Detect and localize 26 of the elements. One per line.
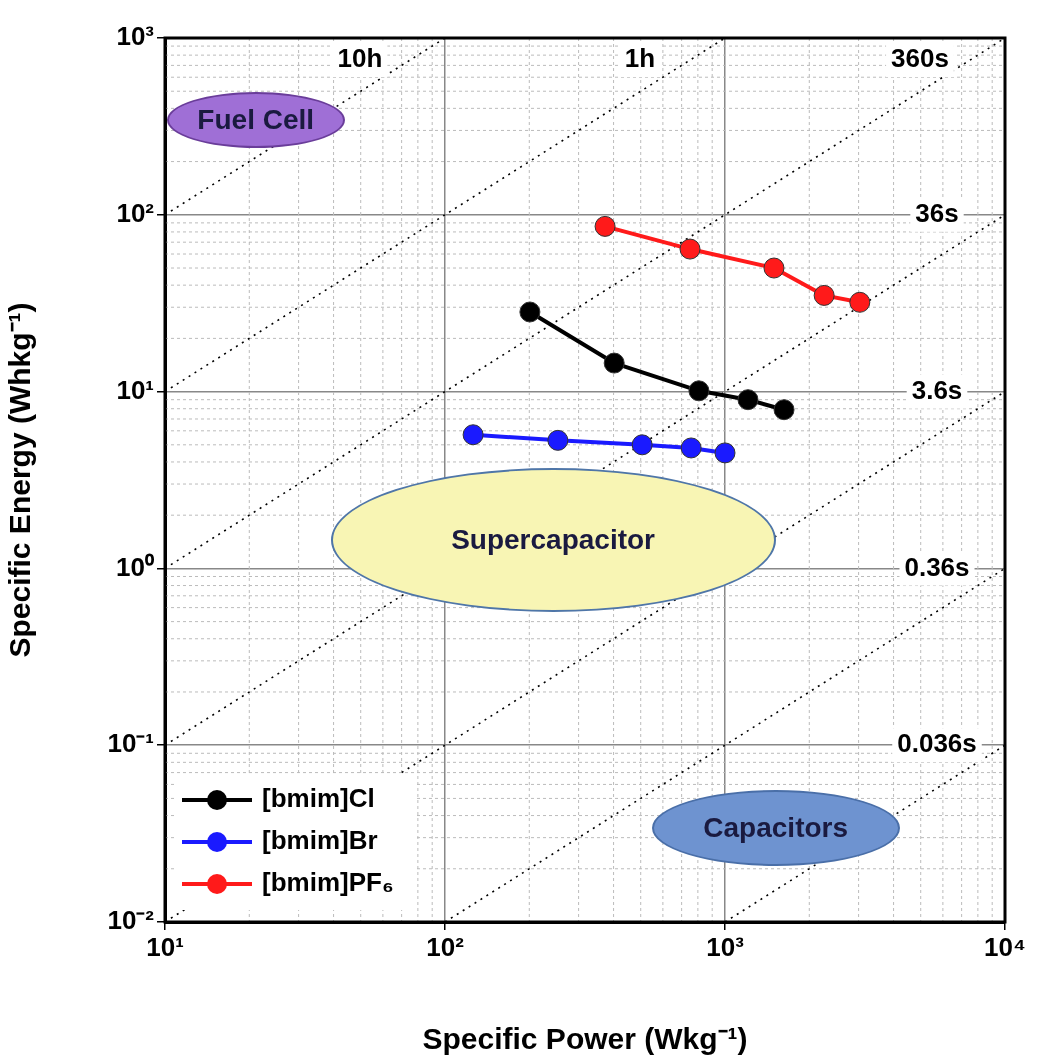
y-tick-label: 10⁰ [116, 551, 155, 582]
annotation: 1h [624, 43, 656, 74]
x-tick-label: 10² [426, 931, 465, 962]
ellipse-shape: Capacitors [651, 790, 900, 867]
x-axis-title: Specific Power (Wkg⁻¹) [422, 1022, 748, 1056]
ellipse-shape: Supercapacitor [330, 468, 776, 613]
x-tick-label: 10³ [706, 931, 745, 962]
legend-label: [bmim]PF₆ [262, 867, 394, 898]
annotation: Supercapacitor [451, 524, 655, 557]
annotation: 10h [337, 43, 383, 74]
y-tick-label: 10² [116, 197, 155, 228]
ellipse-shape: Fuel Cell [166, 92, 345, 149]
annotation: Fuel Cell [197, 104, 315, 137]
annotation: 3.6s [911, 374, 963, 405]
y-tick-label: 10¹ [116, 374, 154, 405]
x-tick-label: 10⁴ [984, 931, 1026, 962]
annotation: Capacitors [703, 812, 849, 845]
y-axis-title: Specific Energy (Whkg⁻¹) [3, 302, 37, 658]
annotation: 36s [915, 197, 959, 228]
legend-label: [bmim]Cl [262, 783, 375, 814]
annotation: 360s [891, 43, 949, 74]
y-tick-label: 10³ [116, 21, 155, 52]
y-tick-label: 10⁻¹ [107, 728, 154, 759]
legend-label: [bmim]Br [262, 825, 378, 856]
annotation: 0.036s [897, 728, 977, 759]
annotation: 0.36s [904, 551, 970, 582]
